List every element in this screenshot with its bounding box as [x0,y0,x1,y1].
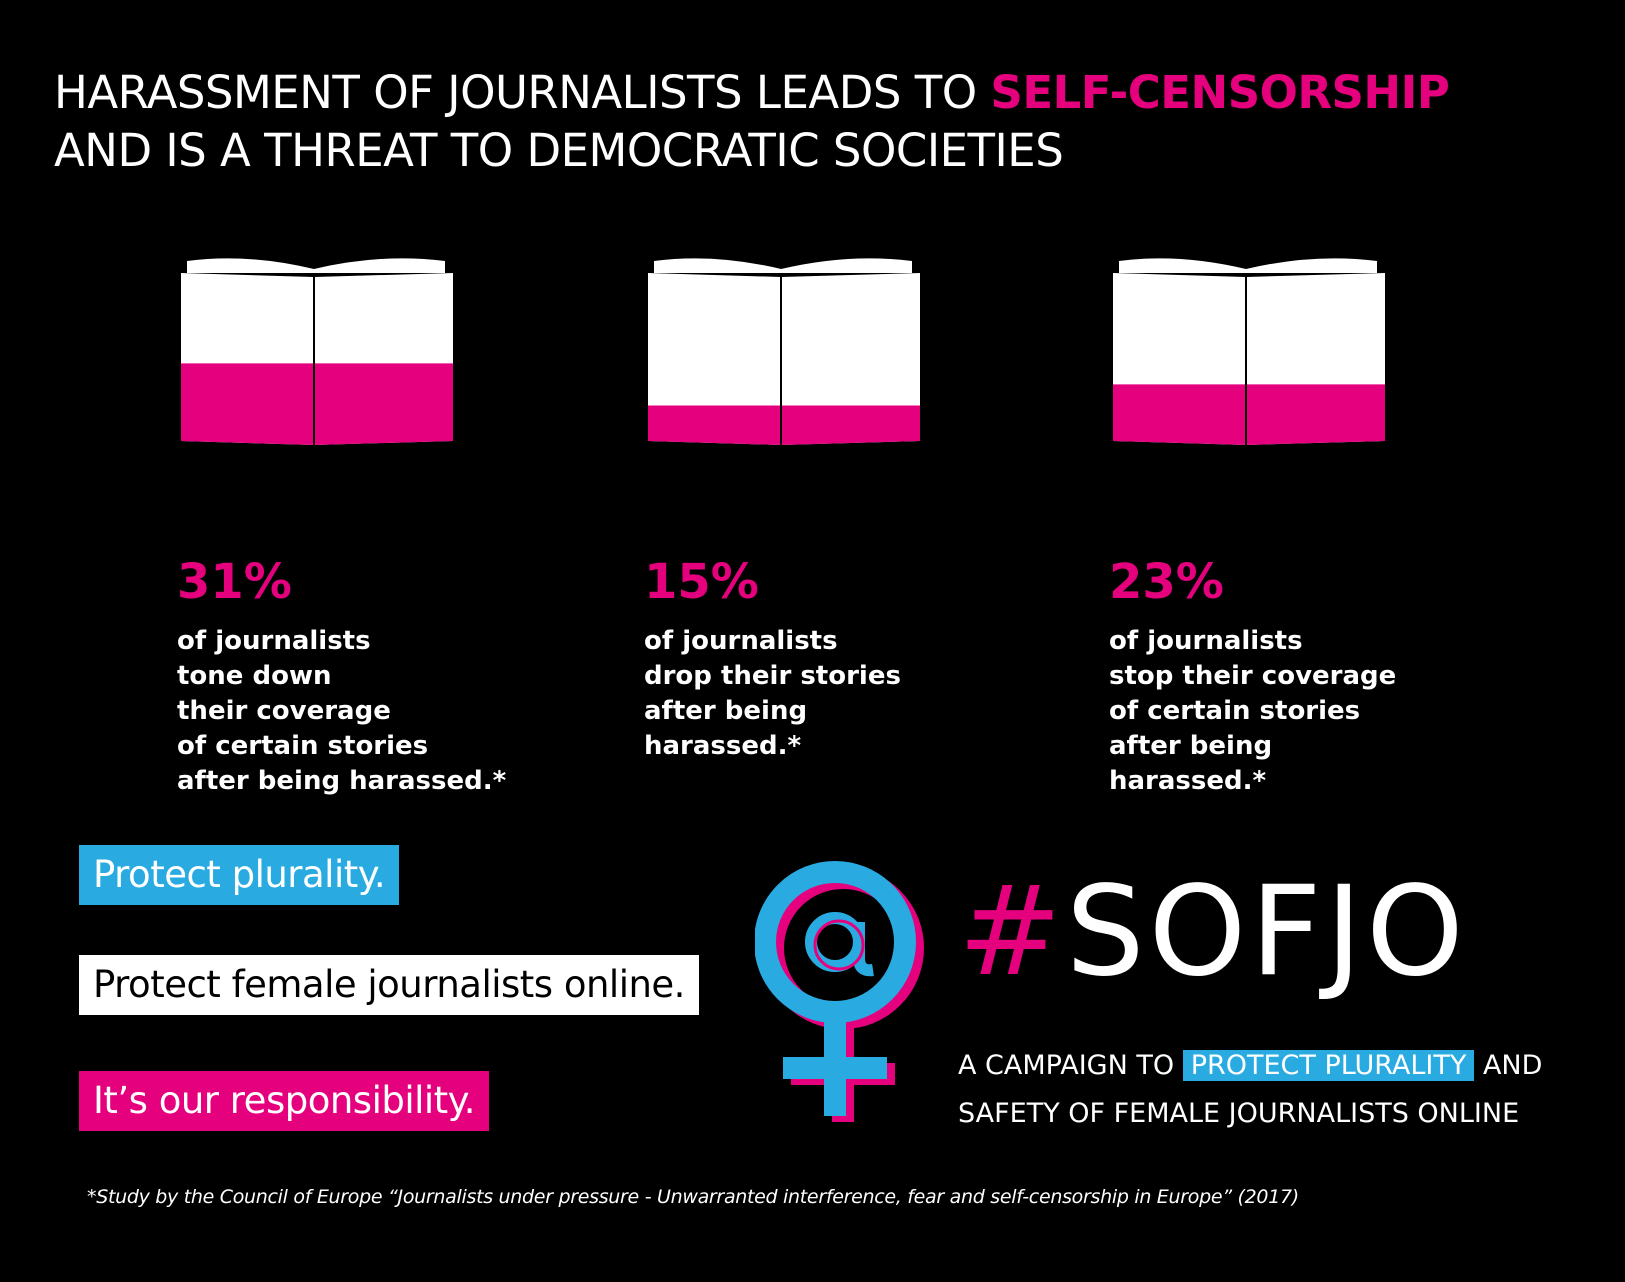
book-pages [648,273,920,445]
headline-line2: AND IS A THREAT TO DEMOCRATIC SOCIETIES [54,124,1064,177]
stat-percent: 31% [177,554,292,610]
campaign-text-end: AND [1474,1050,1543,1081]
stat-description: of journalists tone down their coverage … [177,624,506,799]
book-fill [181,363,453,445]
stat-line: their coverage [177,696,391,726]
book-fill [648,405,920,445]
at-sign-female-symbol-icon [755,861,924,1122]
headline-highlight: SELF-CENSORSHIP [990,66,1450,119]
book-icon [181,258,453,445]
campaign-slogan: A CAMPAIGN TO PROTECT PLURALITY AND SAFE… [958,1042,1542,1138]
stat-description: of journalists drop their stories after … [644,624,901,764]
stat-description: of journalists stop their coverage of ce… [1109,624,1396,799]
stat-percent: 15% [644,554,759,610]
headline-text: HARASSMENT OF JOURNALISTS LEADS TO [54,66,991,119]
stat-line: harassed.* [1109,766,1267,796]
stat-line: tone down [177,661,332,691]
hash-symbol: # [958,860,1066,1004]
tagline-our-responsibility: It’s our responsibility. [79,1071,490,1131]
sofjo-name: SOFJO [1065,860,1468,1004]
headline: HARASSMENT OF JOURNALISTS LEADS TO SELF-… [54,64,1594,180]
book-icon [1113,258,1385,445]
stat-line: of certain stories [1109,696,1361,726]
book-page-edge [187,258,445,273]
tagline-protect-female-journalists: Protect female journalists online. [79,955,699,1015]
stat-line: of journalists [644,626,838,656]
stat-line: of journalists [177,626,371,656]
stat-percent: 23% [1109,554,1224,610]
book-page-edge [1119,258,1377,273]
book-icon [648,258,920,445]
tagline-protect-plurality: Protect plurality. [79,845,400,905]
stat-line: stop their coverage [1109,661,1397,691]
stat-line: after being [1109,731,1273,761]
campaign-text: A CAMPAIGN TO [958,1050,1183,1081]
stat-line: harassed.* [644,731,802,761]
footnote: *Study by the Council of Europe “Journal… [87,1186,1299,1208]
sofjo-wordmark: #SOFJO [958,862,1468,1002]
stat-line: after being harassed.* [177,766,507,796]
campaign-line2: SAFETY OF FEMALE JOURNALISTS ONLINE [958,1098,1520,1129]
stat-line: of certain stories [177,731,429,761]
campaign-highlight: PROTECT PLURALITY [1182,1050,1475,1081]
book-page-edge [654,258,912,273]
stat-line: of journalists [1109,626,1303,656]
book-fill [1113,384,1385,445]
stat-line: drop their stories [644,661,901,691]
stat-line: after being [644,696,808,726]
